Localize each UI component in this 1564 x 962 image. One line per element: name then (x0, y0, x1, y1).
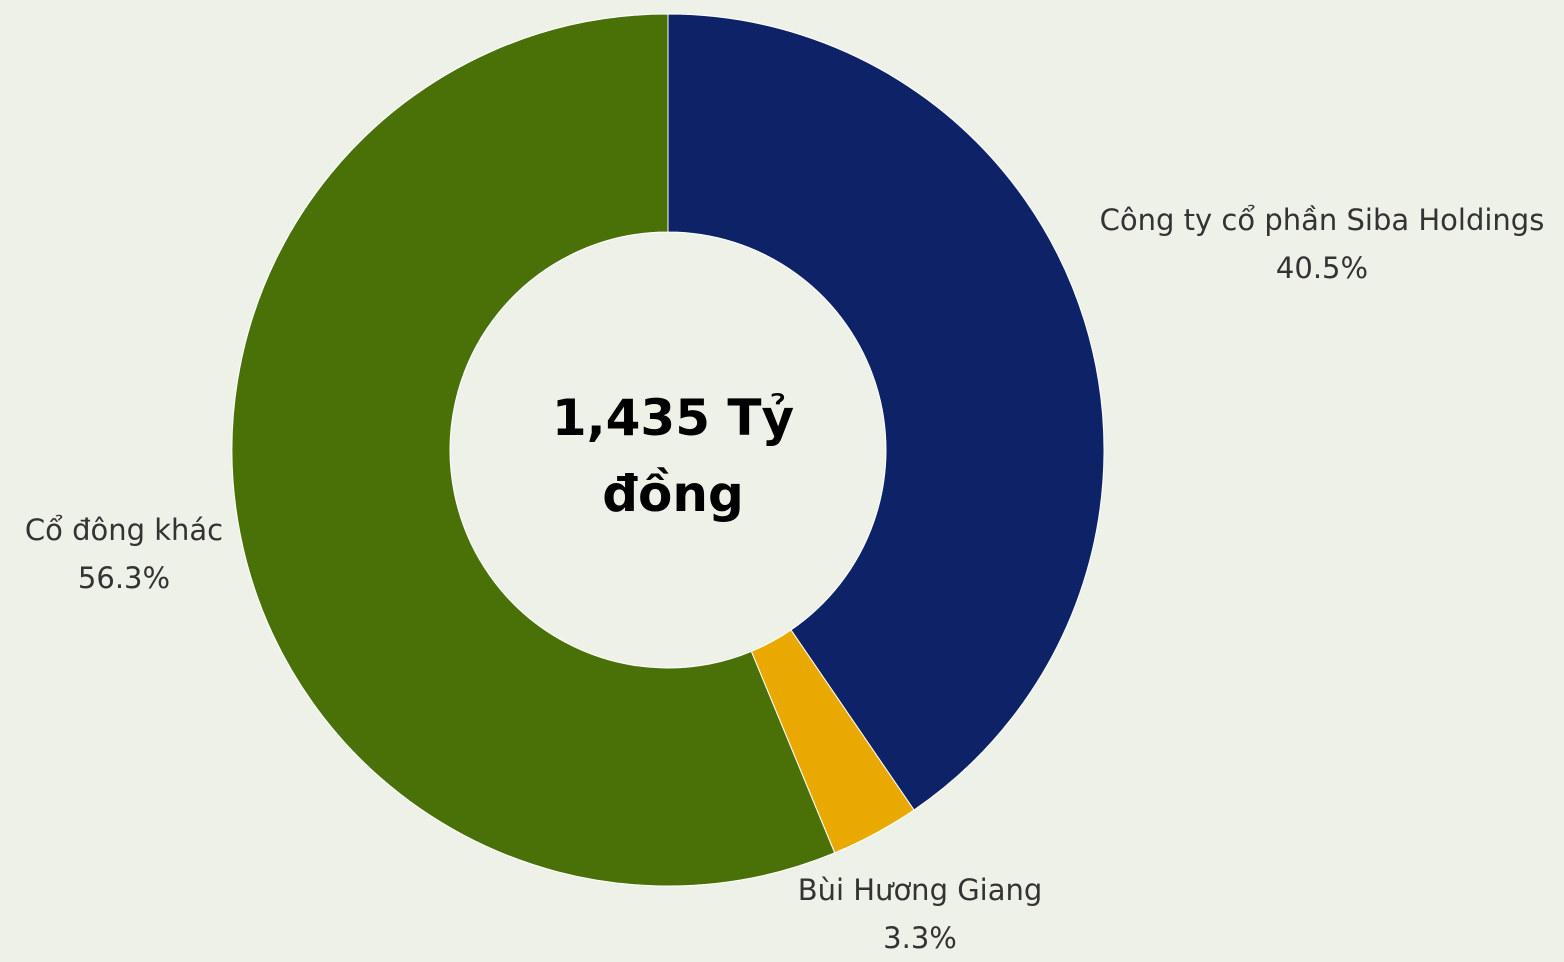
slice-label-bui-huong-giang: Bùi Hương Giang 3.3% (770, 866, 1070, 962)
slice-co-dong-khac (231, 13, 836, 887)
center-total-line-2: đồng (602, 465, 744, 523)
slice-percent-bui-huong-giang: 3.3% (883, 921, 957, 955)
slice-percent-co-dong-khac: 56.3% (77, 561, 171, 595)
slice-name-bui-huong-giang: Bùi Hương Giang (797, 873, 1043, 907)
center-total-line-1: 1,435 Tỷ (551, 389, 795, 447)
slice-label-co-dong-khac: Cổ đông khác 56.3% (4, 506, 244, 602)
slice-name-siba: Công ty cổ phần Siba Holdings (1099, 203, 1545, 237)
slice-name-co-dong-khac: Cổ đông khác (24, 513, 224, 547)
slice-siba (667, 13, 1105, 811)
slice-label-siba: Công ty cổ phần Siba Holdings 40.5% (1082, 196, 1562, 292)
slice-percent-siba: 40.5% (1275, 251, 1369, 285)
center-total-label: 1,435 Tỷ đồng (468, 380, 878, 532)
